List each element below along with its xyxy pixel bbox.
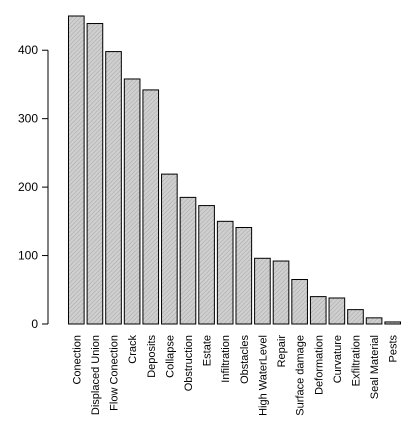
x-tick-label: Displaced Union [90, 335, 102, 415]
bar-pests [384, 321, 402, 325]
bar-exfiltration [347, 309, 364, 325]
bar-deformation [309, 296, 327, 325]
bar-repair [272, 260, 290, 325]
y-tick-label: 0 [31, 317, 38, 331]
bar-deposits [142, 89, 160, 325]
bar-estate [198, 205, 215, 325]
x-tick-label: Repair [276, 335, 288, 368]
x-tick-label: Infiltration [220, 335, 232, 383]
x-tick-label: Surface damage [295, 335, 307, 416]
x-tick-label: Deposits [146, 335, 158, 378]
bar-infiltration [216, 220, 234, 325]
bar-flow-conection [105, 51, 122, 325]
x-tick-label: Exfiltration [350, 335, 362, 386]
x-tick-label: Collapse [164, 335, 176, 378]
x-tick-label: Flow Conection [109, 335, 121, 411]
x-tick-label: Pests [388, 335, 400, 363]
y-tick-label: 200 [18, 180, 38, 194]
y-tick-label: 400 [18, 43, 38, 57]
x-tick-label: Conection [71, 335, 83, 385]
bar-displaced-union [86, 23, 104, 325]
bar-high-waterlevel [254, 257, 271, 325]
x-tick-labels: Conection Displaced Union Flow Conection Cr… [71, 335, 399, 416]
bar-obstruction [179, 196, 197, 325]
bar-curvature [328, 297, 346, 325]
bar-seal-material [365, 317, 383, 325]
bar-conection [67, 15, 85, 325]
y-axis: 0 100 200 300 400 [18, 43, 49, 331]
x-tick-label: Estate [202, 335, 214, 366]
bar-crack [123, 78, 141, 325]
bars-group [67, 15, 402, 325]
y-tick-label: 100 [18, 249, 38, 263]
bar-surface-damage [291, 279, 308, 325]
x-tick-label: Crack [127, 335, 139, 364]
bar-collapse [161, 173, 178, 325]
x-tick-label: Obstacles [239, 335, 251, 384]
x-tick-label: High WaterLevel [257, 335, 269, 416]
bar-obstacles [235, 226, 253, 325]
x-tick-label: Deformation [313, 335, 325, 395]
x-tick-label: Seal Material [369, 335, 381, 399]
x-tick-label: Curvature [332, 335, 344, 383]
x-tick-label: Obstruction [183, 335, 195, 391]
y-tick-label: 300 [18, 112, 38, 126]
